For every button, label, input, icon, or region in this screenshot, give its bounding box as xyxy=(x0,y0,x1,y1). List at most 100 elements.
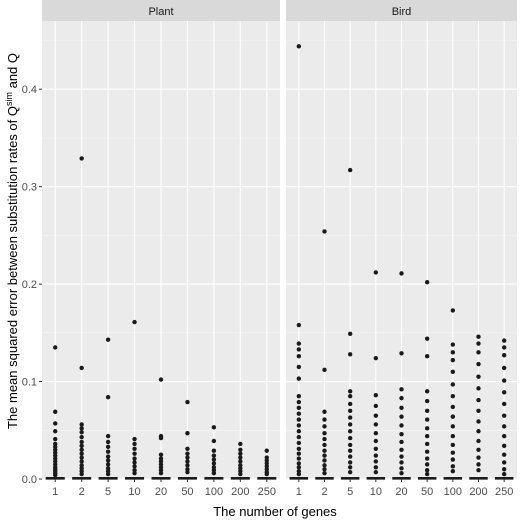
outlier-point xyxy=(53,472,58,478)
outlier-point xyxy=(347,469,353,475)
y-axis-title-prefix: The mean squared error between substitut… xyxy=(5,106,20,429)
outlier-point xyxy=(79,455,84,460)
outlier-point xyxy=(158,377,164,382)
outlier-point xyxy=(79,447,84,452)
outlier-point xyxy=(347,448,353,453)
outlier-point xyxy=(424,441,430,447)
outlier-point xyxy=(373,459,379,464)
y-axis-title-superscript: sim xyxy=(4,92,14,106)
outlier-point xyxy=(296,341,302,346)
outlier-point xyxy=(322,442,327,448)
x-tick-label: 1 xyxy=(296,486,302,498)
outlier-point xyxy=(347,465,353,470)
y-axis-title-suffix: and Q xyxy=(5,53,20,92)
outlier-point xyxy=(347,331,353,337)
outlier-point xyxy=(296,354,302,359)
outlier-point xyxy=(53,436,58,442)
outlier-point xyxy=(296,376,302,381)
outlier-point xyxy=(373,469,379,475)
outlier-point xyxy=(399,454,404,459)
outlier-point xyxy=(132,464,137,469)
y-axis: 0.0 0.1 0.2 0.3 0.4 xyxy=(22,84,42,486)
outlier-point xyxy=(185,459,190,464)
outlier-point xyxy=(211,425,217,430)
outlier-point xyxy=(424,389,430,394)
outlier-point xyxy=(322,431,327,436)
outlier-point xyxy=(322,467,327,472)
y-axis-title: The mean squared error between substitut… xyxy=(4,53,20,429)
x-tick-label: 100 xyxy=(205,486,223,498)
outlier-point xyxy=(132,441,137,447)
box-100 xyxy=(443,477,463,480)
outlier-point xyxy=(476,455,481,460)
outlier-point xyxy=(424,471,430,477)
outlier-point xyxy=(501,460,507,465)
outlier-point xyxy=(264,471,269,477)
box-5 xyxy=(340,477,360,480)
outlier-point xyxy=(347,401,353,407)
box-1 xyxy=(45,477,65,480)
x-tick-label: 100 xyxy=(444,486,462,498)
outlier-point xyxy=(185,469,190,475)
outlier-point xyxy=(424,354,430,359)
y-tick-label: 0.0 xyxy=(22,474,37,486)
outlier-point xyxy=(501,433,507,439)
x-tick-label: 50 xyxy=(181,486,193,498)
outlier-point xyxy=(296,446,302,451)
box-250 xyxy=(257,477,277,480)
box-50 xyxy=(177,477,197,480)
outlier-point xyxy=(501,390,507,395)
x-tick-label: 250 xyxy=(495,486,513,498)
outlier-point xyxy=(399,460,404,465)
outlier-point xyxy=(501,443,507,449)
outlier-point xyxy=(399,431,404,437)
outlier-point xyxy=(347,454,353,459)
outlier-point xyxy=(373,392,379,398)
outlier-point xyxy=(347,429,353,434)
outlier-point xyxy=(476,397,481,403)
box-250 xyxy=(494,477,514,480)
outlier-point xyxy=(476,419,481,424)
outlier-point xyxy=(185,451,190,456)
outlier-point xyxy=(347,408,353,413)
x-tick-label: 5 xyxy=(105,486,111,498)
box-20 xyxy=(151,477,171,480)
outlier-point xyxy=(501,345,507,350)
outlier-point xyxy=(79,422,84,427)
outlier-point xyxy=(399,405,404,411)
outlier-point xyxy=(450,369,456,375)
outlier-point xyxy=(264,448,269,453)
x-tick-label: 200 xyxy=(469,486,487,498)
facet-panels: Plant Bird xyxy=(42,0,517,480)
outlier-point xyxy=(79,426,84,431)
x-tick-label: 200 xyxy=(231,486,249,498)
x-tick-label: 5 xyxy=(347,486,353,498)
outlier-point xyxy=(501,467,507,472)
outlier-point xyxy=(476,408,481,413)
outlier-point xyxy=(450,308,456,313)
outlier-point xyxy=(322,470,327,476)
outlier-point xyxy=(322,409,327,414)
outlier-point xyxy=(450,450,456,455)
outlier-point xyxy=(296,461,302,466)
outlier-point xyxy=(296,364,302,370)
x-tick-label: 20 xyxy=(155,486,167,498)
outlier-point xyxy=(399,351,404,356)
outlier-point xyxy=(476,374,481,379)
outlier-point xyxy=(53,429,58,434)
outlier-point xyxy=(450,464,456,469)
outlier-point xyxy=(476,462,481,467)
x-tick-label: 50 xyxy=(421,486,433,498)
x-axis: 1 2 5 10 20 50 100 200 250 1 2 5 10 20 50 100 200 250 xyxy=(52,479,513,498)
box-2 xyxy=(72,477,92,480)
outlier-point xyxy=(322,448,327,453)
outlier-point xyxy=(132,460,137,465)
outlier-point xyxy=(105,462,111,467)
outlier-point xyxy=(424,456,430,461)
outlier-point xyxy=(450,357,456,363)
outlier-point xyxy=(211,457,217,462)
outlier-point xyxy=(399,423,404,428)
y-tick-label: 0.3 xyxy=(22,182,37,194)
outlier-point xyxy=(132,319,137,325)
outlier-point xyxy=(105,433,111,439)
